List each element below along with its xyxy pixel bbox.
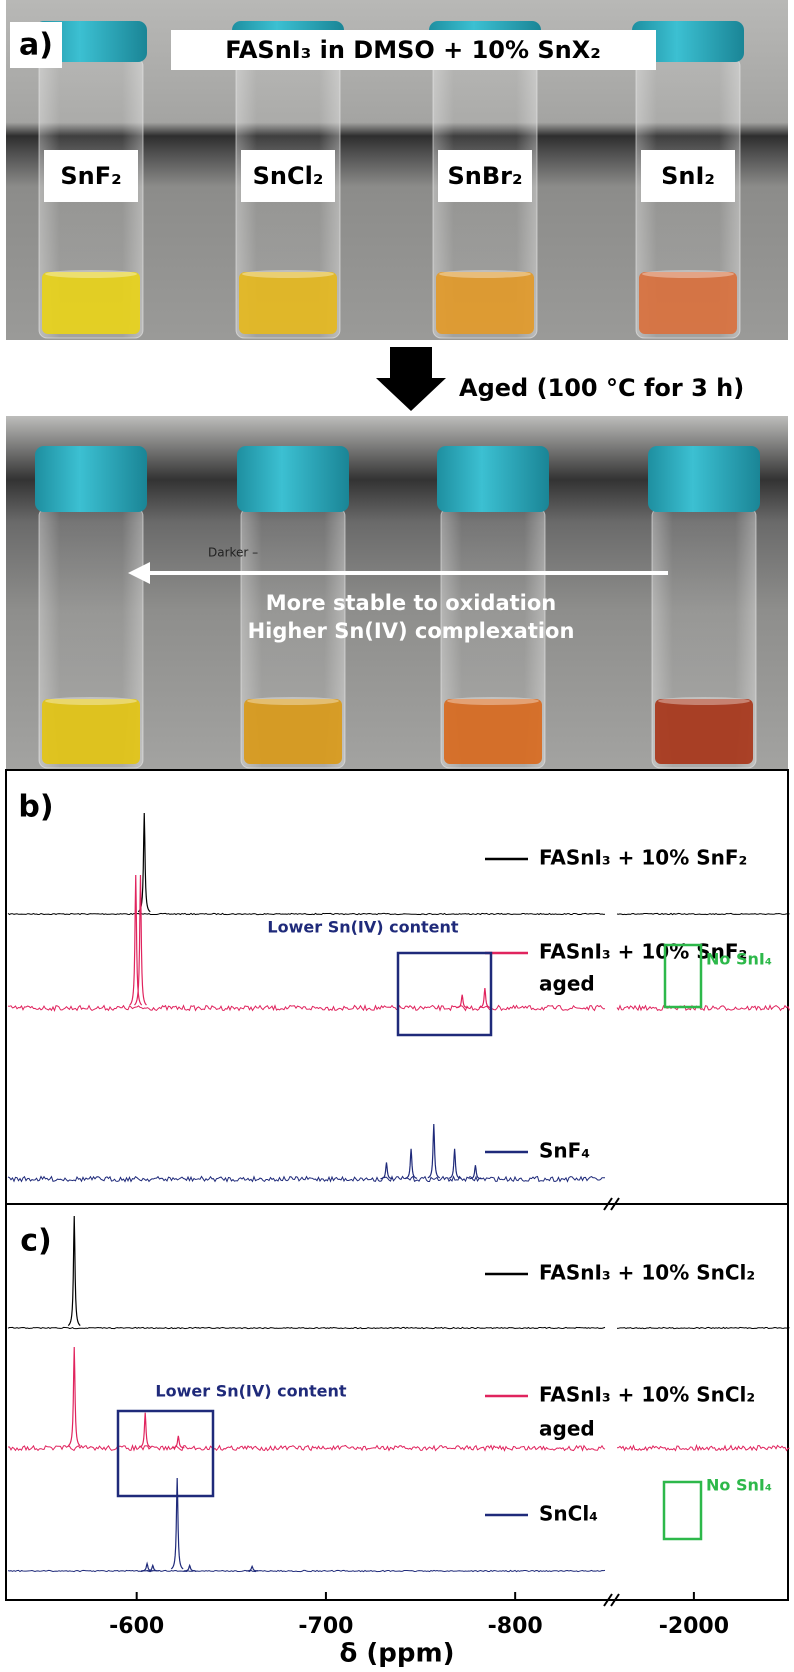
meniscus bbox=[642, 270, 734, 278]
vial-label: SnCl₂ bbox=[253, 162, 324, 190]
liquid bbox=[639, 272, 737, 334]
panel-label: a) bbox=[19, 28, 53, 63]
annotation: Lower Sn(IV) content bbox=[155, 1382, 346, 1401]
peak bbox=[172, 1435, 185, 1449]
legend-text: FASnI₃ + 10% SnF₂ bbox=[539, 846, 747, 870]
meniscus bbox=[439, 270, 531, 278]
note: Darker – bbox=[208, 546, 258, 560]
legend-text: aged bbox=[539, 1417, 595, 1441]
baseline bbox=[616, 912, 790, 916]
peak bbox=[141, 1561, 154, 1572]
vial-label-box bbox=[641, 150, 735, 202]
x-tick-label: -700 bbox=[298, 1614, 353, 1639]
baseline bbox=[616, 1326, 790, 1330]
peak bbox=[380, 1162, 393, 1180]
annotation-box bbox=[663, 943, 703, 1009]
baseline bbox=[7, 1569, 606, 1573]
peak bbox=[404, 1148, 418, 1179]
baseline bbox=[7, 1326, 606, 1330]
vial-label: SnF₂ bbox=[60, 162, 121, 190]
photo-title: FASnI₃ in DMSO + 10% SnX₂ bbox=[225, 36, 601, 64]
annotation-box bbox=[116, 1409, 215, 1498]
cap bbox=[648, 446, 760, 512]
arrow-head bbox=[128, 562, 150, 584]
meniscus bbox=[45, 697, 137, 705]
peak bbox=[139, 1412, 152, 1448]
meniscus bbox=[447, 697, 539, 705]
x-tick-label: -600 bbox=[109, 1614, 164, 1639]
x-axis-label: δ (ppm) bbox=[340, 1639, 455, 1669]
vial-label: SnI₂ bbox=[661, 162, 715, 190]
liquid bbox=[42, 272, 140, 334]
cap bbox=[35, 446, 147, 512]
peak bbox=[448, 1148, 461, 1179]
cap bbox=[632, 21, 744, 62]
liquid bbox=[444, 699, 542, 764]
arrow-text: More stable to oxidation bbox=[266, 591, 557, 615]
aging-text: Aged (100 °C for 3 h) bbox=[459, 374, 744, 402]
vial-label-box bbox=[44, 150, 138, 202]
peak bbox=[183, 1563, 196, 1572]
axis-break bbox=[603, 1197, 620, 1211]
peak bbox=[246, 1564, 259, 1572]
arrow-text: Higher Sn(IV) complexation bbox=[248, 619, 575, 643]
peak bbox=[456, 994, 469, 1009]
liquid bbox=[655, 699, 753, 764]
annotation-box bbox=[662, 1480, 703, 1541]
x-tick-label: -800 bbox=[488, 1614, 543, 1639]
panel-label: b) bbox=[18, 790, 53, 825]
vial-label-box bbox=[438, 150, 532, 202]
liquid bbox=[42, 699, 140, 764]
peak bbox=[478, 987, 491, 1009]
legend-text: FASnI₃ + 10% SnCl₂ bbox=[539, 1383, 755, 1407]
peak bbox=[134, 874, 147, 1006]
meniscus bbox=[45, 270, 137, 278]
baseline bbox=[616, 1443, 790, 1452]
peak bbox=[67, 1215, 81, 1326]
vial-label-box bbox=[241, 150, 335, 202]
meniscus bbox=[247, 697, 339, 705]
baseline bbox=[616, 1004, 790, 1012]
annotation: Lower Sn(IV) content bbox=[267, 918, 458, 937]
down-arrow bbox=[376, 347, 446, 411]
baseline bbox=[7, 1175, 606, 1183]
peak bbox=[170, 1477, 184, 1570]
baseline bbox=[7, 1003, 606, 1012]
annotation: No SnI₄ bbox=[706, 950, 772, 969]
legend-text: aged bbox=[539, 972, 595, 996]
peak bbox=[146, 1563, 159, 1572]
legend-text: FASnI₃ + 10% SnF₂ bbox=[539, 940, 747, 964]
liquid bbox=[436, 272, 534, 334]
meniscus bbox=[242, 270, 334, 278]
baseline bbox=[8, 1443, 606, 1452]
panel-label: c) bbox=[20, 1224, 52, 1259]
legend-text: SnCl₄ bbox=[539, 1502, 598, 1526]
label-box bbox=[10, 22, 62, 68]
cap bbox=[237, 446, 349, 512]
liquid bbox=[239, 272, 337, 334]
panel-frame bbox=[5, 1203, 789, 1601]
peak bbox=[67, 1346, 81, 1447]
legend-text: FASnI₃ + 10% SnCl₂ bbox=[539, 1261, 755, 1285]
title-box bbox=[171, 30, 656, 70]
liquid bbox=[244, 699, 342, 764]
meniscus bbox=[658, 697, 750, 705]
cap bbox=[437, 446, 549, 512]
spectra: b) FASnI₃ + 10% SnF₂ FASnI₃ + 10% SnF₂ aged… bbox=[7, 790, 790, 1669]
x-tick-label: -2000 bbox=[659, 1614, 729, 1639]
legend-text: SnF₄ bbox=[539, 1139, 590, 1163]
axis-break bbox=[603, 1593, 620, 1607]
annotation: No SnI₄ bbox=[706, 1476, 772, 1495]
vial-label: SnBr₂ bbox=[447, 162, 522, 190]
peak bbox=[129, 874, 143, 1006]
baseline bbox=[7, 912, 606, 916]
peak bbox=[469, 1165, 482, 1180]
cap bbox=[35, 21, 147, 62]
annotation-box bbox=[396, 951, 493, 1037]
peak bbox=[427, 1123, 441, 1179]
